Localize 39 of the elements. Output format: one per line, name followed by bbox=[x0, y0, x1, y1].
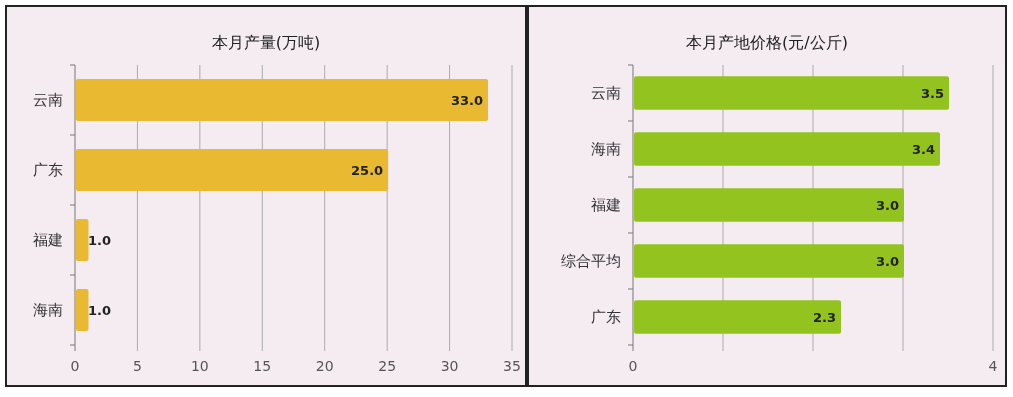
data-label: 2.3 bbox=[812, 310, 836, 325]
y-tick-label: 广东 bbox=[591, 308, 621, 326]
x-tick-label: 15 bbox=[253, 358, 272, 374]
y-tick-label: 福建 bbox=[591, 196, 621, 214]
x-tick-label: 10 bbox=[190, 358, 209, 374]
y-tick-label: 云南 bbox=[591, 84, 621, 102]
x-tick-label: 35 bbox=[503, 358, 521, 374]
bar bbox=[634, 244, 904, 278]
data-label: 1.0 bbox=[87, 303, 111, 318]
y-tick-label: 海南 bbox=[591, 140, 621, 158]
chart-title: 本月产量(万吨) bbox=[211, 33, 321, 52]
bar bbox=[634, 132, 940, 166]
data-label: 33.0 bbox=[450, 93, 484, 108]
data-label: 3.4 bbox=[911, 142, 935, 157]
x-tick-label: 25 bbox=[378, 358, 397, 374]
x-tick-label: 20 bbox=[315, 358, 334, 374]
data-label: 3.0 bbox=[875, 254, 899, 269]
chart-title: 本月产地价格(元/公斤) bbox=[686, 33, 848, 52]
x-tick-label: 4 bbox=[988, 358, 998, 374]
bar bbox=[634, 188, 904, 222]
x-tick-label: 30 bbox=[440, 358, 459, 374]
bar bbox=[76, 289, 89, 331]
data-label: 25.0 bbox=[351, 163, 384, 178]
data-label: 3.0 bbox=[875, 198, 899, 213]
x-tick-label: 0 bbox=[628, 358, 638, 374]
x-tick-label: 0 bbox=[70, 358, 80, 374]
data-label: 3.5 bbox=[920, 86, 944, 101]
y-tick-label: 福建 bbox=[33, 231, 63, 249]
y-tick-label: 广东 bbox=[33, 161, 63, 179]
y-tick-label: 综合平均 bbox=[561, 252, 621, 270]
bar bbox=[76, 219, 89, 261]
x-tick-label: 5 bbox=[132, 358, 142, 374]
y-tick-label: 云南 bbox=[33, 91, 63, 109]
bar bbox=[76, 149, 389, 191]
bar bbox=[76, 79, 489, 121]
bar bbox=[634, 300, 841, 334]
data-label: 1.0 bbox=[87, 233, 111, 248]
bar bbox=[634, 76, 949, 110]
y-tick-label: 海南 bbox=[33, 301, 63, 319]
